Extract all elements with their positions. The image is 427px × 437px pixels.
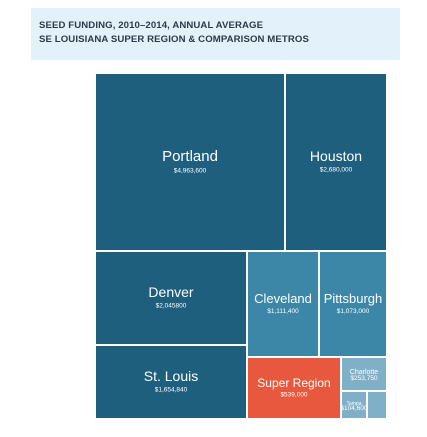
tile-rect-super-region xyxy=(248,358,340,418)
tile-unlabeled-9 xyxy=(368,392,386,418)
tile-rect-cleveland xyxy=(248,252,318,356)
tile-name-houston: Houston xyxy=(310,148,362,164)
chart-title: SEED FUNDING, 2010–2014, ANNUAL AVERAGE xyxy=(39,20,264,31)
tile-value-pittsburgh: $1,073,000 xyxy=(337,308,370,315)
tile-rect-st-louis xyxy=(96,346,246,418)
tile-denver: Denver $2,045800 xyxy=(96,252,246,344)
chart-subtitle: SE LOUISIANA SUPER REGION & COMPARISON M… xyxy=(39,34,309,45)
tile-st-louis: St. Louis $1,654,840 xyxy=(96,346,246,418)
tile-rect-unlabeled-9 xyxy=(368,392,386,418)
tile-name-st-louis: St. Louis xyxy=(144,368,198,384)
tile-value-tampa: $104,600 xyxy=(340,405,367,412)
chart-title-box: SEED FUNDING, 2010–2014, ANNUAL AVERAGE … xyxy=(31,8,400,60)
tile-rect-tampa xyxy=(342,392,366,418)
tile-cleveland: Cleveland $1,111,400 xyxy=(248,252,318,356)
tile-value-denver: $2,045800 xyxy=(156,303,187,310)
tile-tampa: Tampa$104,600 xyxy=(340,392,368,418)
tile-value-cleveland: $1,111,400 xyxy=(267,308,299,315)
tile-rect-charlotte xyxy=(342,358,386,390)
tile-name-denver: Denver xyxy=(148,284,193,300)
tile-value-charlotte: $253,750 xyxy=(350,375,377,382)
tile-charlotte: Charlotte$253,750 xyxy=(342,358,386,390)
tile-name-cleveland: Cleveland xyxy=(254,291,312,306)
tile-value-houston: $2,680,000 xyxy=(320,167,353,174)
tile-name-tampa: Tampa xyxy=(346,401,361,407)
tile-value-portland: $4,963,600 xyxy=(174,167,207,174)
tile-houston: Houston $2,680,000 xyxy=(286,74,386,250)
tile-value-st-louis: $1,654,840 xyxy=(155,387,188,394)
tile-rect-portland xyxy=(96,74,284,250)
tile-super-region: Super Region $539,000 xyxy=(248,358,340,418)
tile-rect-houston xyxy=(286,74,386,250)
tile-portland: Portland $4,963,600 xyxy=(96,74,284,250)
tile-name-super-region: Super Region xyxy=(257,376,330,390)
tile-name-charlotte: Charlotte xyxy=(350,369,379,376)
tile-value-super-region: $539,000 xyxy=(280,392,307,399)
tile-pittsburgh: Pittsburgh $1,073,000 xyxy=(320,252,386,356)
tile-name-pittsburgh: Pittsburgh xyxy=(324,291,383,306)
tile-rect-denver xyxy=(96,252,246,344)
tile-name-portland: Portland xyxy=(162,148,218,165)
tile-rect-pittsburgh xyxy=(320,252,386,356)
